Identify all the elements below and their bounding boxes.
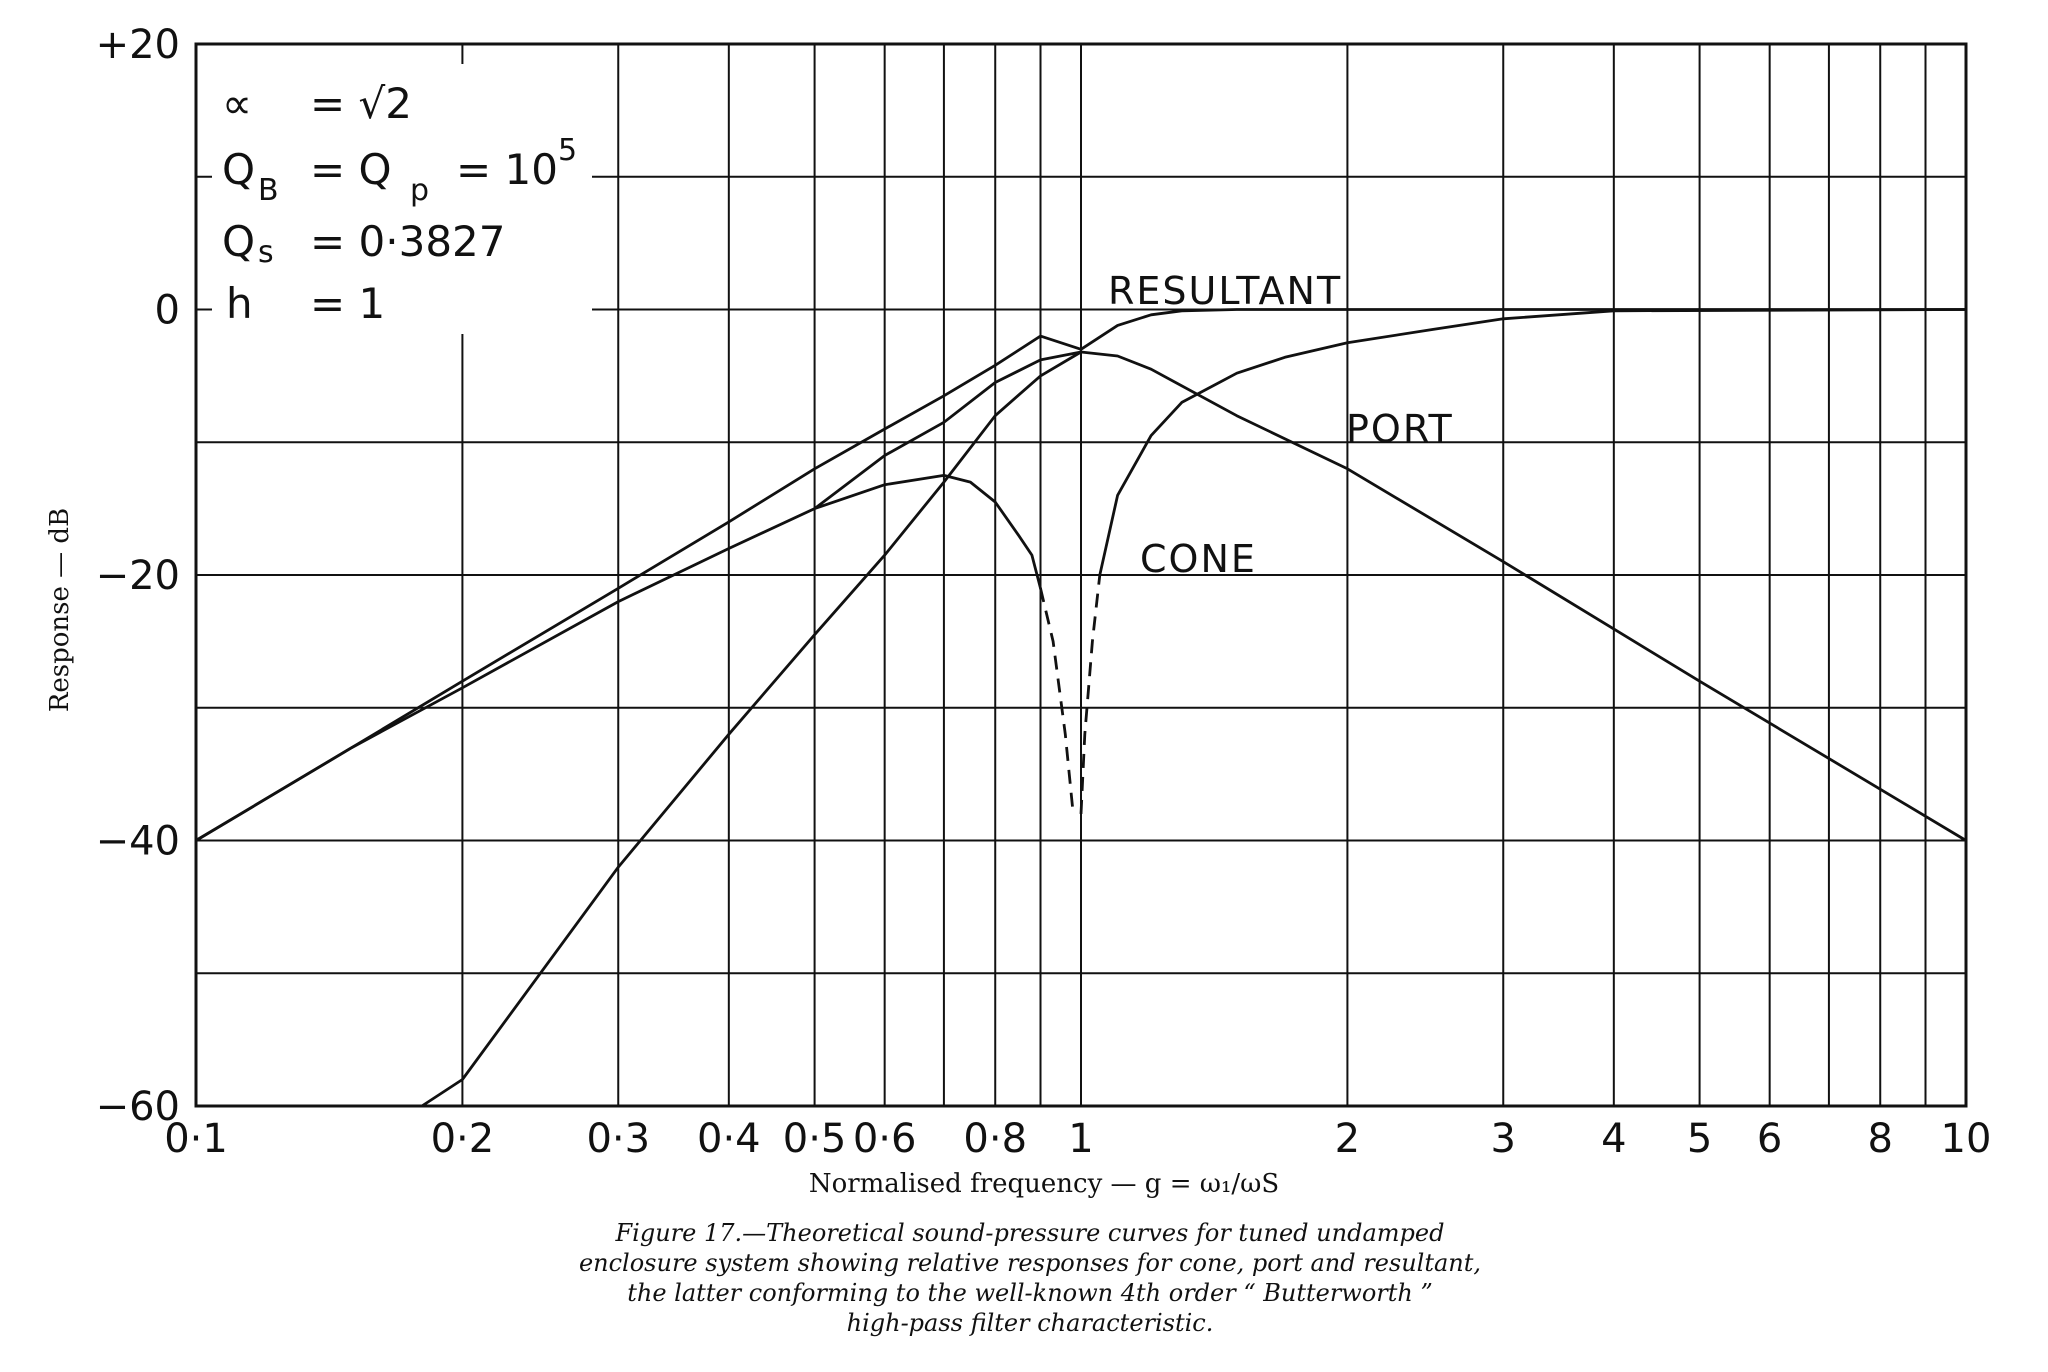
figure-caption: Figure 17.—Theoretical sound-pressure cu… [430, 1218, 1630, 1338]
x-tick-label: 1 [1068, 1116, 1093, 1162]
x-tick-label: 6 [1757, 1116, 1782, 1162]
param-qs-value: = 0·3827 [310, 217, 506, 266]
x-tick-label: 0·8 [963, 1116, 1027, 1162]
x-tick-label: 5 [1687, 1116, 1712, 1162]
x-tick-label: 0·2 [431, 1116, 495, 1162]
tick-labels: 0·1 0·2 0·3 0·4 0·5 0·6 0·8 1 2 3 4 5 6 8 10+200−20−40… [96, 22, 1992, 1162]
parameter-block: ∝ = √2 Q B = Q p = 10 5 Q s = 0·3827 h =… [212, 64, 592, 334]
param-qp-sub: p [410, 173, 429, 208]
y-tick-label: 0 [155, 288, 180, 334]
param-h-value: = 1 [310, 279, 385, 328]
cone-curve [813, 350, 1968, 842]
y-tick-label: +20 [96, 22, 180, 68]
cone-curve [194, 474, 1042, 842]
param-qp-exponent: 5 [558, 133, 577, 168]
label-cone: CONE [1140, 537, 1257, 581]
param-qs-symbol: Q [222, 217, 255, 266]
label-port: PORT [1346, 407, 1454, 451]
caption-line: enclosure system showing relative respon… [578, 1249, 1482, 1277]
x-tick-label: 4 [1601, 1116, 1626, 1162]
grid [196, 44, 1966, 1106]
param-alpha-symbol: ∝ [222, 79, 252, 128]
param-h-symbol: h [226, 279, 253, 328]
port-curve [1098, 308, 1968, 577]
x-tick-label: 2 [1335, 1116, 1360, 1162]
caption-line: high-pass filter characteristic. [846, 1309, 1214, 1337]
param-qs-sub: s [258, 235, 274, 270]
caption-line: Figure 17.—Theoretical sound-pressure cu… [615, 1219, 1445, 1247]
x-tick-label: 0·5 [783, 1116, 847, 1162]
param-qp-value: = 10 [456, 145, 558, 194]
x-tick-label: 8 [1868, 1116, 1893, 1162]
param-qb-sub: B [258, 173, 279, 208]
param-alpha-value: = √2 [310, 79, 412, 128]
x-tick-label: 0·3 [586, 1116, 650, 1162]
curves [194, 308, 1968, 1108]
param-qb-symbol: Q [222, 145, 255, 194]
x-tick-label: 3 [1491, 1116, 1516, 1162]
y-axis-title: Response — dB [45, 508, 75, 712]
x-tick-label: 10 [1941, 1116, 1992, 1162]
port-curve [420, 350, 1083, 1108]
plot-frame [194, 42, 1968, 1108]
x-tick-label: 0·4 [697, 1116, 761, 1162]
y-tick-label: −20 [96, 553, 180, 599]
y-tick-label: −40 [96, 819, 180, 865]
x-tick-label: 0·6 [853, 1116, 917, 1162]
label-resultant: RESULTANT [1108, 269, 1342, 313]
x-axis-title: Normalised frequency — g = ω₁/ωS [809, 1169, 1279, 1199]
x-tick-label: 0·1 [164, 1116, 228, 1162]
caption-line: the latter conforming to the well-known … [627, 1279, 1433, 1307]
port-dashed-segment [1079, 574, 1102, 814]
param-qb-value: = Q [310, 145, 392, 194]
resultant-curve [194, 308, 1968, 842]
cone-dashed-segment [1039, 587, 1075, 815]
y-tick-label: −60 [96, 1084, 180, 1130]
